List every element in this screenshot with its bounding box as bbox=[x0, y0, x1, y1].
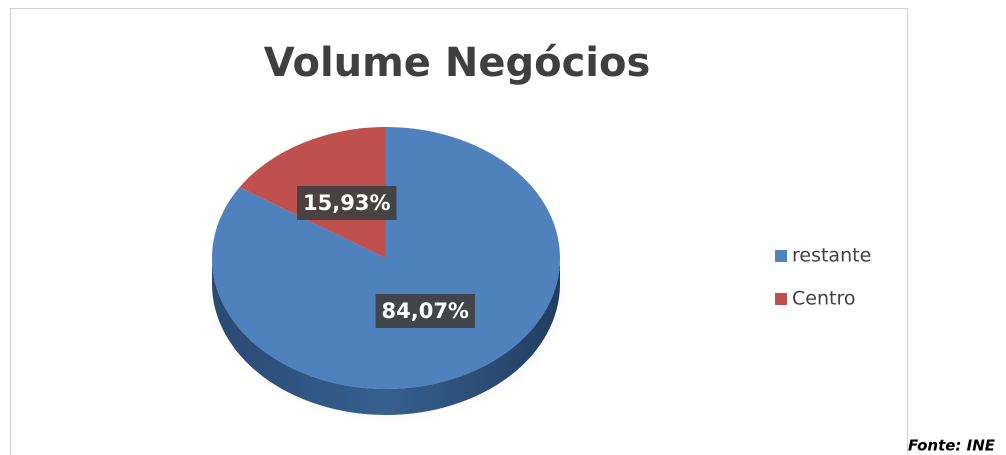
chart-title: Volume Negócios bbox=[264, 40, 651, 86]
data-label-box bbox=[297, 185, 397, 220]
data-label: 15,93% bbox=[297, 185, 397, 220]
legend-swatch bbox=[775, 250, 787, 262]
data-label-box bbox=[375, 294, 475, 329]
legend-swatch bbox=[775, 293, 787, 305]
data-label: 84,07% bbox=[375, 294, 475, 329]
pie-side bbox=[212, 258, 560, 415]
legend-label: restante bbox=[792, 245, 871, 267]
data-label-text: 15,93% bbox=[303, 191, 390, 215]
source-note: Fonte: INE bbox=[908, 437, 996, 455]
legend-label: Centro bbox=[792, 288, 855, 310]
data-label-text: 84,07% bbox=[382, 299, 469, 323]
